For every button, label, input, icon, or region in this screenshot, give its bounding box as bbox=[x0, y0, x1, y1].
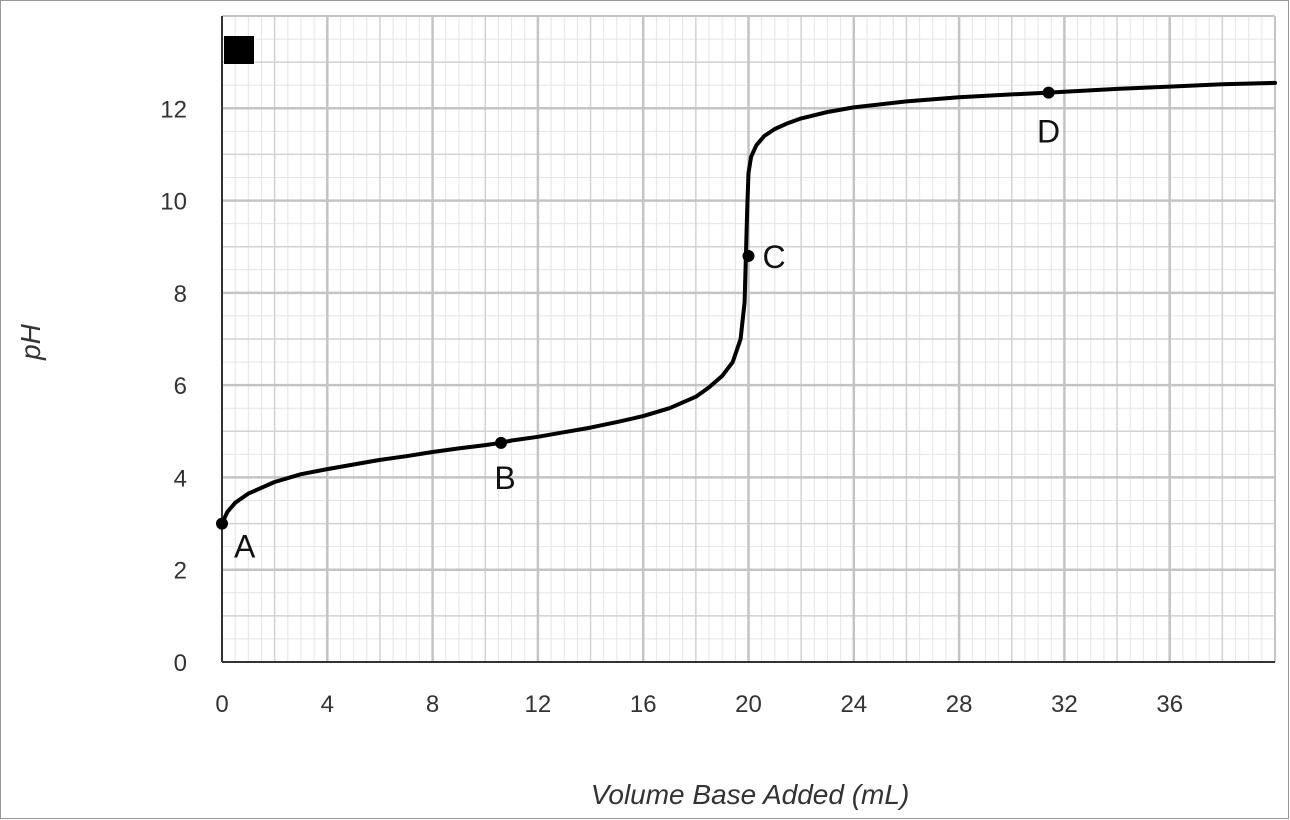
y-tick-label: 6 bbox=[174, 373, 187, 400]
x-tick-labels: 0 4 8 12 16 20 24 28 32 36 bbox=[215, 691, 1183, 718]
y-tick-label: 4 bbox=[174, 465, 187, 492]
point-label-b: B bbox=[494, 460, 515, 496]
major-grid bbox=[222, 15, 1276, 662]
x-tick-label: 32 bbox=[1051, 691, 1078, 718]
labeled-points: A B C D bbox=[216, 86, 1060, 565]
x-tick-label: 24 bbox=[840, 691, 867, 718]
axes bbox=[221, 16, 1275, 663]
x-tick-label: 12 bbox=[525, 691, 552, 718]
x-tick-label: 36 bbox=[1156, 691, 1183, 718]
point-marker-c bbox=[742, 249, 755, 262]
x-tick-label: 0 bbox=[215, 691, 228, 718]
y-tick-label: 2 bbox=[174, 558, 187, 585]
y-tick-label: 10 bbox=[160, 189, 187, 216]
point-marker-d bbox=[1042, 86, 1055, 99]
y-tick-label: 8 bbox=[174, 281, 187, 308]
point-marker-a bbox=[216, 517, 228, 530]
y-tick-label: 12 bbox=[160, 96, 187, 123]
y-axis-title: pH bbox=[15, 323, 46, 361]
y-tick-labels: 0 2 4 6 8 10 12 bbox=[160, 96, 187, 677]
point-marker-b bbox=[495, 436, 508, 449]
x-tick-label: 4 bbox=[321, 691, 334, 718]
x-tick-label: 20 bbox=[735, 691, 762, 718]
x-tick-label: 16 bbox=[630, 691, 657, 718]
point-label-d: D bbox=[1037, 114, 1060, 150]
titration-curve-line bbox=[220, 80, 1277, 526]
point-label-a: A bbox=[234, 529, 256, 565]
legend-marker-square bbox=[224, 36, 254, 64]
x-tick-label: 8 bbox=[426, 691, 439, 718]
point-label-c: C bbox=[763, 239, 786, 275]
y-tick-label: 0 bbox=[174, 650, 187, 677]
x-tick-label: 28 bbox=[946, 691, 973, 718]
x-axis-title: Volume Base Added (mL) bbox=[591, 779, 910, 810]
